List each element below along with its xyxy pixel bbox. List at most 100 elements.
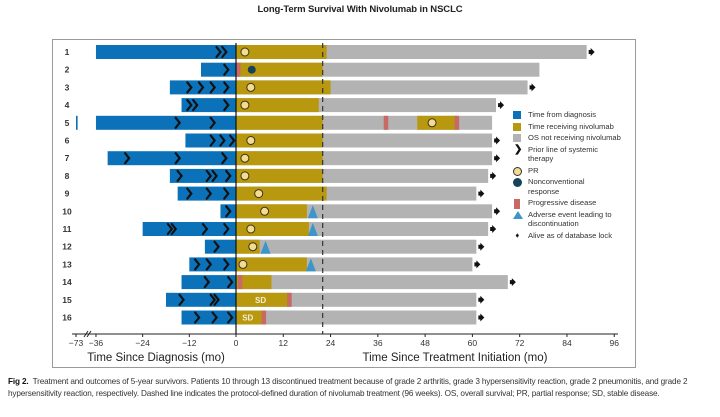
pr-marker-icon	[254, 189, 264, 199]
prior-line-chevron-icon	[205, 258, 213, 271]
prior-line-chevron-icon	[223, 222, 230, 236]
nivolumab-bar	[236, 257, 307, 272]
prior-line-chevron-icon	[225, 205, 232, 218]
triangle-adverse-icon	[513, 210, 523, 219]
nivolumab-bar	[236, 186, 327, 201]
legend-label: OS not receiving nivolumab	[528, 133, 621, 142]
x-tick-label: 12	[279, 338, 289, 348]
pr-marker-icon	[246, 224, 256, 234]
x-tick-label: 48	[420, 338, 430, 348]
nivolumab-bar	[236, 168, 323, 183]
prior-line-chevron-icon	[213, 293, 220, 306]
arrow-alive-icon: ➧	[514, 230, 521, 240]
legend-item-os: OS not receiving nivolumab	[511, 133, 636, 143]
os-bar	[236, 275, 508, 290]
nivolumab-bar	[236, 133, 323, 148]
prior-line-chevron-icon	[223, 187, 230, 200]
os-bar	[236, 310, 477, 325]
patient-row-8: 8	[65, 168, 497, 183]
patient-row-5: 5	[65, 115, 493, 130]
prior-line-chevron-icon	[209, 116, 217, 129]
prior-line-chevron-icon	[178, 293, 185, 306]
nivolumab-bar	[236, 310, 264, 325]
diagnosis-bar	[142, 222, 236, 236]
diagnosis-bar	[200, 62, 236, 77]
patient-row-7: 7	[65, 151, 501, 166]
x-tick-label: 36	[373, 338, 383, 348]
prior-line-chevron-icon	[123, 152, 131, 165]
row-label: 1	[65, 47, 70, 57]
legend-label: Nonconventional response	[528, 177, 585, 196]
alive-arrow-icon	[494, 136, 501, 145]
os-bar	[236, 292, 477, 307]
prior-line-chevron-icon	[221, 152, 228, 165]
legend-item-adverse: Adverse event leading to discontinuation	[511, 210, 618, 229]
caption-text: Treatment and outcomes of 5-year survivo…	[8, 377, 688, 398]
os-bar	[236, 239, 477, 254]
x-tick-label: −12	[182, 338, 197, 348]
figure-frame	[52, 39, 636, 368]
legend-item-prior-line: ❯ Prior line of systemic therapy	[511, 144, 618, 164]
prior-line-chevron-icon	[194, 258, 201, 271]
x-tick-label: 24	[326, 338, 336, 348]
prior-line-chevron-icon	[225, 169, 232, 182]
prior-line-chevron-icon	[166, 222, 174, 236]
patient-row-3: 3	[65, 80, 536, 95]
nivolumab-bar	[236, 204, 307, 219]
prior-line-chevron-icon	[186, 187, 193, 200]
row-label: 15	[62, 295, 72, 305]
x-axis-label-right: Time Since Treatment Initiation (mo)	[363, 352, 548, 364]
adverse-event-marker-icon	[307, 223, 318, 236]
nivolumab-bar	[236, 80, 331, 95]
legend-item-diagnosis: Time from diagnosis	[511, 110, 636, 120]
x-tick-label: −36	[89, 338, 104, 348]
diagnosis-bar	[177, 186, 236, 201]
prior-line-chevron-icon	[209, 81, 217, 94]
figure-caption: Fig 2. Treatment and outcomes of 5-year …	[8, 376, 708, 399]
row-label: 14	[62, 277, 72, 287]
prior-line-chevron-icon	[201, 222, 209, 236]
patient-row-1: 1	[65, 45, 595, 59]
prior-line-chevron-icon	[219, 134, 226, 147]
stable-disease-label: SD	[242, 314, 253, 323]
nivolumab-bar	[417, 115, 457, 130]
row-label: 7	[65, 153, 70, 163]
alive-arrow-icon	[478, 295, 485, 304]
row-label: 11	[63, 224, 72, 234]
alive-arrow-icon	[478, 313, 485, 322]
prior-line-chevron-icon	[205, 169, 213, 182]
pr-marker-icon	[240, 153, 250, 163]
progressive-disease-mark	[383, 115, 389, 130]
prior-line-chevron-icon	[209, 134, 217, 147]
prior-line-chevron-icon	[205, 187, 213, 200]
legend-label: Alive as of database lock	[528, 230, 613, 240]
patient-row-6: 6	[65, 133, 501, 148]
square-swatch-icon	[513, 111, 521, 119]
row-label: 12	[62, 242, 72, 252]
nivolumab-bar	[236, 62, 323, 77]
nivolumab-bar	[236, 292, 290, 307]
prior-line-chevron-icon	[174, 152, 182, 165]
alive-arrow-icon	[588, 48, 595, 56]
row-label: 8	[65, 171, 70, 181]
x-tick-label: −73	[69, 338, 84, 348]
row-label: 13	[62, 259, 72, 269]
prior-line-chevron-icon	[209, 293, 217, 306]
nonconventional-marker-icon	[247, 65, 256, 74]
x-tick-label: 84	[562, 338, 572, 348]
prior-line-chevron-icon	[194, 311, 201, 324]
legend-item-nonconventional: Nonconventional response	[511, 177, 608, 196]
prior-line-chevron-icon	[229, 134, 236, 147]
patient-row-9: 9	[65, 186, 485, 201]
figure-label: Fig 2.	[8, 377, 29, 386]
alive-arrow-icon	[478, 242, 485, 251]
progressive-disease-mark	[287, 292, 292, 307]
progressive-disease-mark	[237, 275, 243, 290]
circle-nonconventional-icon	[513, 178, 522, 187]
prior-line-chevron-icon	[211, 169, 219, 182]
prior-line-chevron-icon	[186, 81, 193, 94]
circle-pr-icon	[513, 166, 522, 176]
prior-line-chevron-icon	[192, 99, 199, 112]
alive-arrow-icon	[529, 83, 536, 92]
axis-break-icon	[83, 330, 92, 338]
